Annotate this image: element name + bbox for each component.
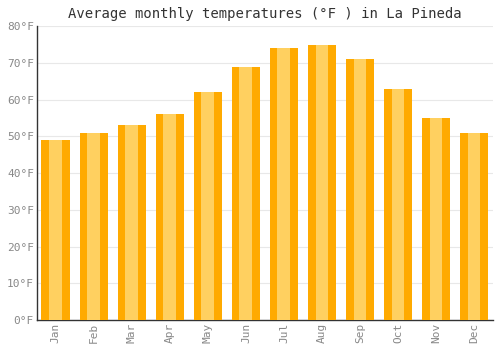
Bar	[270, 48, 298, 320]
Bar	[164, 114, 176, 320]
Bar	[422, 118, 450, 320]
Bar	[50, 140, 62, 320]
Bar	[392, 89, 404, 320]
Bar	[316, 45, 328, 320]
Bar	[354, 59, 366, 320]
Bar	[118, 125, 146, 320]
Bar	[232, 66, 260, 320]
Bar	[240, 66, 252, 320]
Bar	[384, 89, 412, 320]
Bar	[460, 133, 488, 320]
Bar	[308, 45, 336, 320]
Bar	[468, 133, 480, 320]
Bar	[126, 125, 138, 320]
Bar	[88, 133, 100, 320]
Bar	[346, 59, 374, 320]
Bar	[202, 92, 214, 320]
Bar	[194, 92, 222, 320]
Title: Average monthly temperatures (°F ) in La Pineda: Average monthly temperatures (°F ) in La…	[68, 7, 462, 21]
Bar	[278, 48, 290, 320]
Bar	[80, 133, 108, 320]
Bar	[156, 114, 184, 320]
Bar	[42, 140, 70, 320]
Bar	[430, 118, 442, 320]
